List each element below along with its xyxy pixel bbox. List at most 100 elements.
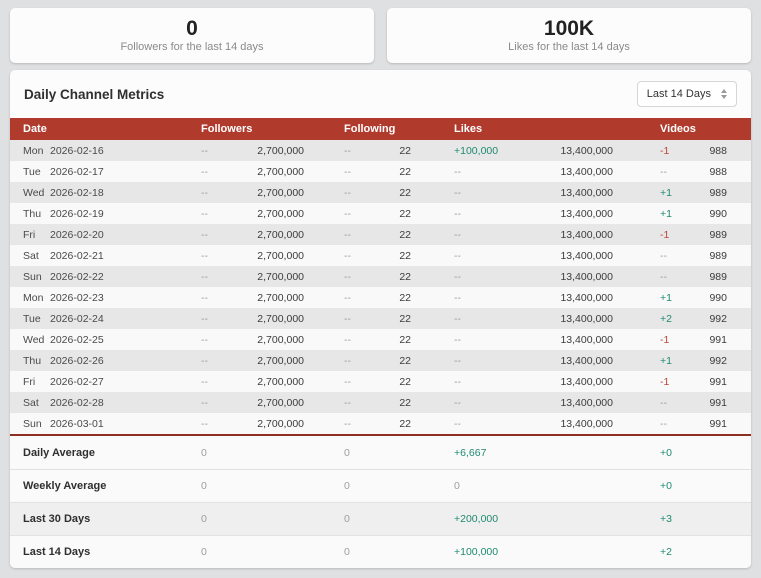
followers-stat-card: 0 Followers for the last 14 days [10, 8, 374, 63]
cell-followers-change: -- [201, 354, 208, 367]
summary-videos: +3 [660, 513, 672, 525]
cell-likes-change: -- [454, 270, 461, 283]
cell-videos-total: 990 [709, 291, 727, 304]
header-videos: Videos [660, 123, 696, 135]
cell-date: 2026-02-17 [50, 165, 104, 178]
cell-following-change: -- [344, 354, 351, 367]
cell-followers-total: 2,700,000 [257, 186, 304, 199]
summary-likes: 0 [454, 480, 460, 492]
followers-stat-value: 0 [186, 17, 198, 40]
summary-videos: +0 [660, 480, 672, 492]
cell-following-total: 22 [399, 291, 411, 304]
cell-followers-change: -- [201, 396, 208, 409]
cell-followers-change: -- [201, 228, 208, 241]
cell-likes-change: -- [454, 312, 461, 325]
panel-header: Daily Channel Metrics Last 14 Days [10, 70, 751, 118]
cell-likes-change: -- [454, 354, 461, 367]
cell-day: Sun [23, 417, 42, 430]
date-range-select[interactable]: Last 14 Days [636, 81, 737, 107]
cell-videos-change: +2 [660, 312, 672, 325]
cell-likes-total: 13,400,000 [560, 312, 613, 325]
table-body: Mon 2026-02-16 -- 2,700,000 -- 22 +100,000 13,4… [10, 140, 751, 434]
cell-day: Sat [23, 396, 39, 409]
summary-likes: +200,000 [454, 513, 499, 525]
cell-following-change: -- [344, 270, 351, 283]
summary-videos: +2 [660, 546, 672, 558]
summary-likes: +100,000 [454, 546, 499, 558]
cell-followers-change: -- [201, 291, 208, 304]
cell-videos-change: +1 [660, 354, 672, 367]
cell-following-total: 22 [399, 249, 411, 262]
metrics-table: Date Followers Following Likes Videos Mo… [10, 118, 751, 568]
cell-day: Mon [23, 291, 44, 304]
cell-day: Tue [23, 165, 41, 178]
likes-stat-value: 100K [543, 17, 595, 40]
cell-following-total: 22 [399, 354, 411, 367]
cell-likes-change: -- [454, 228, 461, 241]
likes-stat-card: 100K Likes for the last 14 days [387, 8, 751, 63]
cell-videos-total: 991 [709, 417, 727, 430]
cell-followers-change: -- [201, 165, 208, 178]
cell-videos-total: 991 [709, 396, 727, 409]
summary-followers: 0 [201, 446, 207, 459]
cell-followers-total: 2,700,000 [257, 396, 304, 409]
cell-date: 2026-02-20 [50, 228, 104, 241]
cell-following-change: -- [344, 291, 351, 304]
cell-following-total: 22 [399, 165, 411, 178]
cell-day: Fri [23, 375, 36, 388]
cell-following-change: -- [344, 417, 351, 430]
sort-arrows-icon [721, 89, 727, 99]
cell-date: 2026-02-22 [50, 270, 104, 283]
cell-likes-change: -- [454, 375, 461, 388]
cell-following-change: -- [344, 249, 351, 262]
cell-date: 2026-02-27 [50, 375, 104, 388]
cell-day: Mon [23, 144, 44, 157]
cell-likes-change: -- [454, 333, 461, 346]
cell-likes-total: 13,400,000 [560, 354, 613, 367]
summary-row: Daily Average 0 0 +6,667 +0 [10, 436, 751, 469]
cell-likes-change: -- [454, 291, 461, 304]
table-row: Mon 2026-02-23 -- 2,700,000 -- 22 -- 13,400,000… [10, 287, 751, 308]
cell-date: 2026-02-28 [50, 396, 104, 409]
cell-following-total: 22 [399, 186, 411, 199]
cell-likes-total: 13,400,000 [560, 270, 613, 283]
cell-following-change: -- [344, 228, 351, 241]
cell-videos-change: +1 [660, 291, 672, 304]
header-followers: Followers [201, 123, 253, 135]
cell-date: 2026-02-18 [50, 186, 104, 199]
cell-videos-change: -- [660, 270, 667, 283]
cell-followers-change: -- [201, 417, 208, 430]
summary-videos: +0 [660, 446, 672, 459]
cell-followers-total: 2,700,000 [257, 333, 304, 346]
cell-following-change: -- [344, 375, 351, 388]
table-row: Fri 2026-02-20 -- 2,700,000 -- 22 -- 13,400,000… [10, 224, 751, 245]
summary-row: Last 14 Days 0 0 +100,000 +2 [10, 535, 751, 568]
cell-likes-change: -- [454, 186, 461, 199]
cell-date: 2026-02-24 [50, 312, 104, 325]
cell-likes-total: 13,400,000 [560, 291, 613, 304]
summary-label: Last 30 Days [23, 513, 91, 525]
cell-videos-change: -- [660, 396, 667, 409]
cell-followers-change: -- [201, 186, 208, 199]
cell-likes-change: +100,000 [454, 144, 499, 157]
summary-following: 0 [344, 446, 350, 459]
cell-following-change: -- [344, 186, 351, 199]
cell-day: Fri [23, 228, 36, 241]
cell-likes-change: -- [454, 207, 461, 220]
cell-date: 2026-02-19 [50, 207, 104, 220]
cell-likes-change: -- [454, 417, 461, 430]
table-row: Fri 2026-02-27 -- 2,700,000 -- 22 -- 13,400,000… [10, 371, 751, 392]
panel-title: Daily Channel Metrics [24, 86, 165, 102]
cell-following-total: 22 [399, 144, 411, 157]
cell-following-change: -- [344, 333, 351, 346]
cell-videos-change: -1 [660, 228, 670, 241]
cell-likes-change: -- [454, 249, 461, 262]
header-likes: Likes [454, 123, 483, 135]
cell-following-total: 22 [399, 228, 411, 241]
cell-videos-change: -- [660, 417, 667, 430]
table-row: Sat 2026-02-21 -- 2,700,000 -- 22 -- 13,400,000… [10, 245, 751, 266]
summary-label: Daily Average [23, 446, 95, 459]
header-date: Date [23, 123, 47, 135]
cell-followers-change: -- [201, 312, 208, 325]
cell-videos-total: 989 [709, 249, 727, 262]
